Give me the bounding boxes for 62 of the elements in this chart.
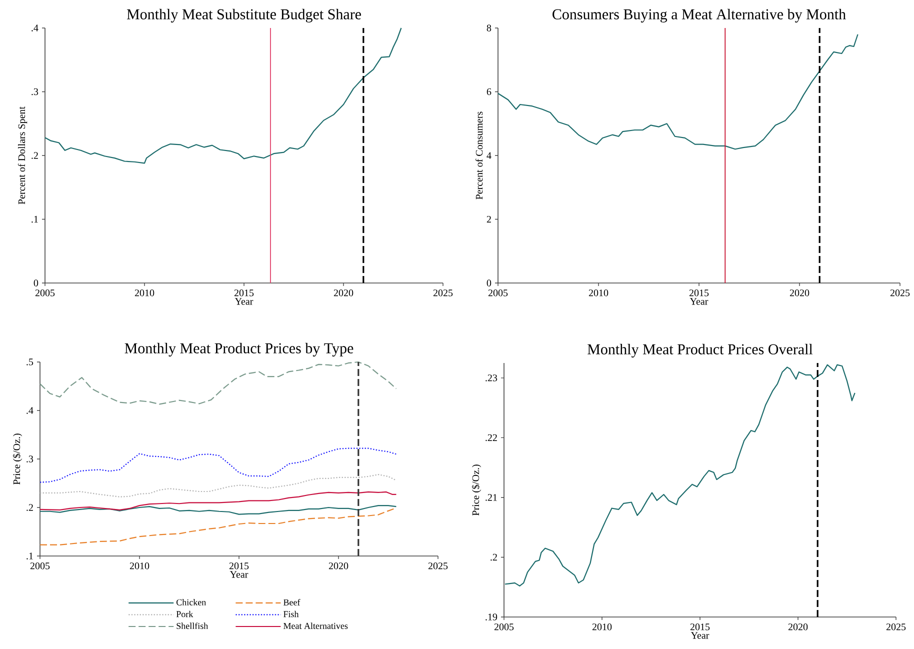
- x-axis-title: Year: [690, 632, 710, 639]
- x-tick-label: 2005: [494, 624, 514, 630]
- line-series: [44, 27, 402, 164]
- y-axis-title: Percent of Consumers: [475, 112, 483, 200]
- chart-title: Monthly Meat Substitute Budget Share: [126, 8, 361, 22]
- x-tick-label: 2015: [234, 290, 254, 296]
- y-tick-label: .22: [486, 434, 497, 442]
- y-tick-label: .19: [486, 614, 498, 620]
- x-tick-label: 2005: [30, 562, 50, 570]
- x-tick-label: 2025: [886, 624, 906, 630]
- x-tick-label: 2020: [328, 562, 348, 570]
- y-tick-label: .4: [32, 24, 38, 32]
- x-tick-label: 2005: [35, 290, 55, 296]
- legend-label: Shellfish: [176, 622, 208, 630]
- y-tick-label: .4: [26, 407, 34, 414]
- y-axis-title: Percent of Dollars Spent: [18, 106, 28, 204]
- legend-label: Chicken: [176, 599, 206, 606]
- y-tick-label: .1: [32, 216, 38, 223]
- x-tick-label: 2020: [334, 290, 354, 296]
- y-tick-label: 6: [486, 88, 492, 96]
- y-tick-label: .1: [26, 552, 33, 560]
- x-tick-label: 2015: [689, 290, 709, 296]
- y-tick-label: 0: [34, 280, 38, 286]
- x-axis-title: Year: [690, 298, 708, 305]
- line-series: [39, 505, 397, 515]
- y-tick-label: .5: [26, 358, 34, 366]
- y-tick-label: 0: [486, 280, 492, 286]
- legend-label: Meat Alternatives: [284, 622, 348, 629]
- line-series: [39, 361, 397, 405]
- x-axis-title: Year: [234, 298, 254, 305]
- x-tick-label: 2010: [134, 290, 154, 296]
- y-tick-label: 2: [486, 216, 491, 223]
- x-tick-label: 2025: [433, 290, 453, 296]
- line-series: [497, 34, 858, 150]
- y-axis-title: Price ($/Oz.): [12, 434, 22, 485]
- y-tick-label: 8: [486, 24, 492, 32]
- chart-title: Consumers Buying a Meat Alternative by Month: [552, 8, 846, 22]
- x-tick-label: 2005: [488, 290, 508, 296]
- x-tick-label: 2025: [890, 290, 910, 296]
- x-tick-label: 2015: [229, 562, 249, 570]
- x-tick-label: 2025: [428, 562, 448, 570]
- x-axis-title: Year: [230, 571, 248, 578]
- legend-label: Fish: [284, 610, 299, 618]
- y-tick-label: 4: [486, 152, 492, 159]
- x-tick-label: 2010: [592, 624, 612, 630]
- y-tick-label: .23: [486, 374, 498, 382]
- y-tick-label: .21: [486, 494, 497, 501]
- x-tick-label: 2020: [790, 290, 810, 296]
- y-tick-label: .2: [490, 554, 497, 561]
- y-tick-label: .2: [32, 152, 38, 159]
- y-tick-label: .3: [32, 88, 38, 96]
- x-tick-label: 2010: [588, 290, 608, 296]
- x-tick-label: 2010: [130, 562, 150, 570]
- chart-title: Monthly Meat Product Prices Overall: [588, 344, 813, 358]
- y-tick-label: .2: [26, 504, 33, 511]
- x-tick-label: 2020: [788, 624, 808, 630]
- x-tick-label: 2015: [690, 624, 710, 630]
- legend-label: Pork: [176, 610, 194, 618]
- y-axis-title: Price ($/Oz.): [472, 464, 482, 516]
- legend-label: Beef: [284, 599, 300, 606]
- chart-title: Monthly Meat Product Prices by Type: [124, 342, 354, 356]
- y-tick-label: .3: [26, 456, 34, 462]
